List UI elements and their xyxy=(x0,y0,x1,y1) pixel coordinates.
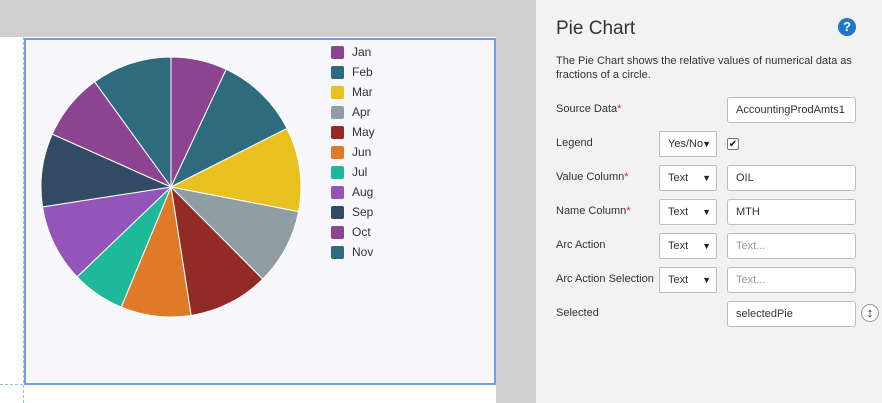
legend-swatch xyxy=(331,165,344,179)
legend-label: Jun xyxy=(352,145,372,159)
legend-swatch xyxy=(331,125,344,139)
pie-slice-apr[interactable] xyxy=(169,186,300,280)
legend-label: Nov xyxy=(352,245,374,259)
help-icon[interactable]: ? xyxy=(838,18,856,36)
vertical-guide-line xyxy=(23,37,24,403)
legend-checkbox[interactable]: ✔ xyxy=(727,138,739,150)
pie-chart[interactable] xyxy=(26,40,326,340)
selected-row: Selected selectedPie ↕ xyxy=(556,301,882,328)
legend-swatch xyxy=(331,245,344,259)
panel-title: Pie Chart xyxy=(556,18,636,39)
name-column-label: Name Column* xyxy=(556,205,631,217)
value-column-type-select[interactable]: Text ▼ xyxy=(659,165,717,191)
legend-swatch xyxy=(331,85,344,99)
legend-item-jun: Jun xyxy=(331,142,375,162)
pie-chart-widget[interactable]: Jan Feb Mar Apr May Jun Jul Aug Sep Oct Nov xyxy=(24,38,496,385)
pie-slice-mar[interactable] xyxy=(169,127,302,213)
arc-action-selection-input[interactable]: Text... xyxy=(727,267,856,293)
legend-label: Aug xyxy=(352,185,374,199)
legend-type-select[interactable]: Yes/No ▼ xyxy=(659,131,717,157)
legend-swatch xyxy=(331,185,344,199)
arc-action-input[interactable]: Text... xyxy=(727,233,856,259)
legend-label: Feb xyxy=(352,65,373,79)
selected-label: Selected xyxy=(556,307,599,319)
properties-panel: Pie Chart ? The Pie Chart shows the rela… xyxy=(536,0,882,403)
legend-label: Jul xyxy=(352,165,368,179)
legend-item-may: May xyxy=(331,122,375,142)
required-marker: * xyxy=(624,171,629,183)
chevron-down-icon: ▼ xyxy=(702,139,711,149)
required-marker: * xyxy=(617,103,622,115)
legend-swatch xyxy=(331,45,344,59)
legend-swatch xyxy=(331,205,344,219)
pie-slice-nov[interactable] xyxy=(93,56,172,189)
source-data-input[interactable]: AccountingProdAmts1 xyxy=(727,97,856,123)
value-column-row: Value Column* Text ▼ OIL xyxy=(556,165,882,192)
legend-row: Legend Yes/No ▼ ✔ xyxy=(556,131,882,158)
legend-label: Sep xyxy=(352,205,374,219)
pie-slice-may[interactable] xyxy=(170,185,264,317)
arc-action-selection-label: Arc Action Selection xyxy=(556,273,654,285)
legend-item-mar: Mar xyxy=(331,82,375,102)
legend-item-aug: Aug xyxy=(331,182,375,202)
legend-item-apr: Apr xyxy=(331,102,375,122)
arc-action-selection-row: Arc Action Selection Text ▼ Text... xyxy=(556,267,882,294)
legend-label: Oct xyxy=(352,225,371,239)
value-column-input[interactable]: OIL xyxy=(727,165,856,191)
source-data-label: Source Data* xyxy=(556,103,622,115)
panel-description: The Pie Chart shows the relative values … xyxy=(556,55,852,81)
name-column-row: Name Column* Text ▼ MTH xyxy=(556,199,882,226)
name-column-input[interactable]: MTH xyxy=(727,199,856,225)
chevron-down-icon: ▼ xyxy=(702,275,711,285)
chevron-down-icon: ▼ xyxy=(702,207,711,217)
design-canvas[interactable]: Jan Feb Mar Apr May Jun Jul Aug Sep Oct Nov xyxy=(0,0,536,403)
legend-label: Apr xyxy=(352,105,371,119)
required-marker: * xyxy=(626,205,631,217)
pie-slice-aug[interactable] xyxy=(41,186,173,278)
chart-legend: Jan Feb Mar Apr May Jun Jul Aug Sep Oct Nov xyxy=(331,42,375,262)
legend-item-sep: Sep xyxy=(331,202,375,222)
legend-item-jan: Jan xyxy=(331,42,375,62)
resize-vertical-icon[interactable]: ↕ xyxy=(861,304,879,322)
value-column-label: Value Column* xyxy=(556,171,629,183)
arc-action-type-select[interactable]: Text ▼ xyxy=(659,233,717,259)
legend-item-oct: Oct xyxy=(331,222,375,242)
legend-swatch xyxy=(331,65,344,79)
legend-label: Jan xyxy=(352,45,372,59)
legend-item-feb: Feb xyxy=(331,62,375,82)
legend-label: Mar xyxy=(352,85,373,99)
chevron-down-icon: ▼ xyxy=(702,241,711,251)
arc-action-label: Arc Action xyxy=(556,239,606,251)
legend-label: May xyxy=(352,125,375,139)
selected-input[interactable]: selectedPie xyxy=(727,301,856,327)
legend-item-nov: Nov xyxy=(331,242,375,262)
chevron-down-icon: ▼ xyxy=(702,173,711,183)
name-column-type-select[interactable]: Text ▼ xyxy=(659,199,717,225)
legend-swatch xyxy=(331,105,344,119)
legend-swatch xyxy=(331,145,344,159)
legend-swatch xyxy=(331,225,344,239)
arc-action-row: Arc Action Text ▼ Text... xyxy=(556,233,882,260)
source-data-row: Source Data* AccountingProdAmts1 xyxy=(556,97,882,124)
legend-item-jul: Jul xyxy=(331,162,375,182)
arc-action-selection-type-select[interactable]: Text ▼ xyxy=(659,267,717,293)
pie-slice-feb[interactable] xyxy=(169,68,288,189)
legend-label: Legend xyxy=(556,137,593,149)
